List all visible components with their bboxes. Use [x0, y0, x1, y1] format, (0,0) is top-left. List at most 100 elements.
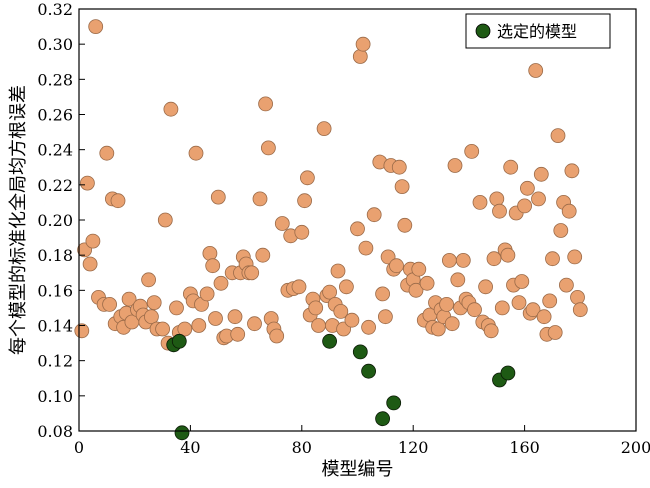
model-point: [208, 311, 223, 326]
model-point: [559, 277, 574, 293]
y-tick-label: 0.28: [37, 70, 73, 89]
y-tick-label: 0.08: [37, 422, 73, 441]
x-tick-label: 80: [292, 438, 312, 457]
selected-model-point: [352, 344, 368, 360]
model-point: [391, 159, 407, 175]
x-tick-label: 40: [180, 438, 200, 457]
model-point: [330, 263, 346, 279]
x-tick-label: 0: [74, 438, 84, 457]
y-tick-label: 0.30: [37, 35, 73, 54]
model-point: [344, 312, 360, 328]
model-point: [394, 179, 410, 195]
model-point: [419, 275, 435, 291]
model-point: [102, 296, 117, 312]
model-point: [545, 251, 560, 267]
model-point: [464, 143, 480, 159]
model-point: [511, 295, 527, 311]
model-point: [561, 203, 577, 219]
model-point: [358, 240, 374, 256]
axis-ticks: 0 40 80 120 160 200 0.08 0.10 0.12 0.14 0.16 0.18 0.…: [37, 0, 650, 457]
model-point: [572, 302, 588, 318]
legend-label: 选定的模型: [497, 22, 577, 41]
selected-model-point: [322, 333, 338, 349]
model-point: [455, 252, 471, 268]
model-point: [531, 191, 546, 207]
y-tick-label: 0.16: [37, 281, 73, 300]
model-point: [478, 279, 494, 295]
model-point: [542, 293, 558, 309]
model-point: [85, 233, 101, 249]
model-point: [110, 193, 126, 209]
model-point: [533, 166, 549, 182]
y-tick-label: 0.12: [37, 352, 73, 371]
model-point: [439, 296, 455, 312]
model-point: [297, 193, 313, 209]
points-layer: [74, 19, 588, 441]
model-point: [316, 121, 332, 137]
model-point: [191, 318, 207, 333]
model-point: [188, 145, 204, 161]
x-tick-label: 200: [621, 438, 650, 457]
model-point: [520, 180, 535, 196]
legend-marker: [475, 23, 491, 39]
model-point: [258, 96, 274, 112]
model-point: [567, 249, 583, 265]
model-point: [157, 212, 173, 228]
model-point: [564, 163, 580, 179]
x-tick-label: 160: [509, 438, 540, 457]
selected-model-point: [171, 333, 187, 349]
model-point: [389, 258, 404, 274]
model-point: [99, 145, 115, 161]
model-point: [177, 321, 193, 337]
model-point: [210, 189, 226, 205]
model-point: [121, 291, 137, 307]
selected-model-point: [386, 395, 402, 411]
selected-model-point: [500, 365, 516, 381]
model-point: [269, 328, 285, 344]
model-point: [213, 275, 229, 291]
y-tick-label: 0.24: [37, 141, 73, 160]
model-point: [80, 175, 95, 191]
y-tick-label: 0.18: [37, 246, 73, 265]
model-point: [244, 265, 260, 281]
model-point: [338, 279, 354, 295]
model-point: [350, 221, 365, 237]
model-point: [375, 286, 391, 302]
model-point: [489, 191, 505, 207]
model-point: [450, 272, 466, 288]
model-point: [547, 325, 563, 340]
x-axis-title: 模型编号: [322, 459, 394, 480]
model-point: [517, 198, 532, 214]
model-point: [570, 289, 585, 305]
model-point: [366, 207, 382, 223]
model-point: [199, 286, 215, 302]
model-point: [536, 309, 552, 325]
model-point: [430, 321, 446, 337]
model-point: [441, 252, 457, 268]
model-point: [525, 302, 541, 318]
selected-model-point: [361, 363, 377, 379]
y-tick-label: 0.10: [37, 387, 73, 406]
model-point: [467, 302, 482, 318]
model-point: [528, 63, 544, 78]
model-point: [202, 245, 218, 261]
model-point: [252, 191, 268, 207]
model-point: [397, 217, 413, 233]
model-point: [88, 19, 104, 35]
model-point: [514, 274, 530, 289]
model-point: [486, 251, 502, 267]
selected-model-point: [174, 425, 190, 441]
model-point: [155, 321, 171, 337]
y-axis-title: 每个模型的标准化全局均方根误差: [8, 85, 29, 355]
model-point: [291, 279, 307, 295]
model-point: [503, 159, 519, 175]
model-point: [163, 101, 179, 117]
model-point: [408, 282, 424, 298]
y-tick-label: 0.22: [37, 176, 73, 195]
model-point: [227, 309, 243, 325]
model-point: [494, 300, 510, 316]
model-point: [146, 295, 162, 311]
model-point: [377, 309, 393, 325]
model-point: [483, 323, 499, 339]
